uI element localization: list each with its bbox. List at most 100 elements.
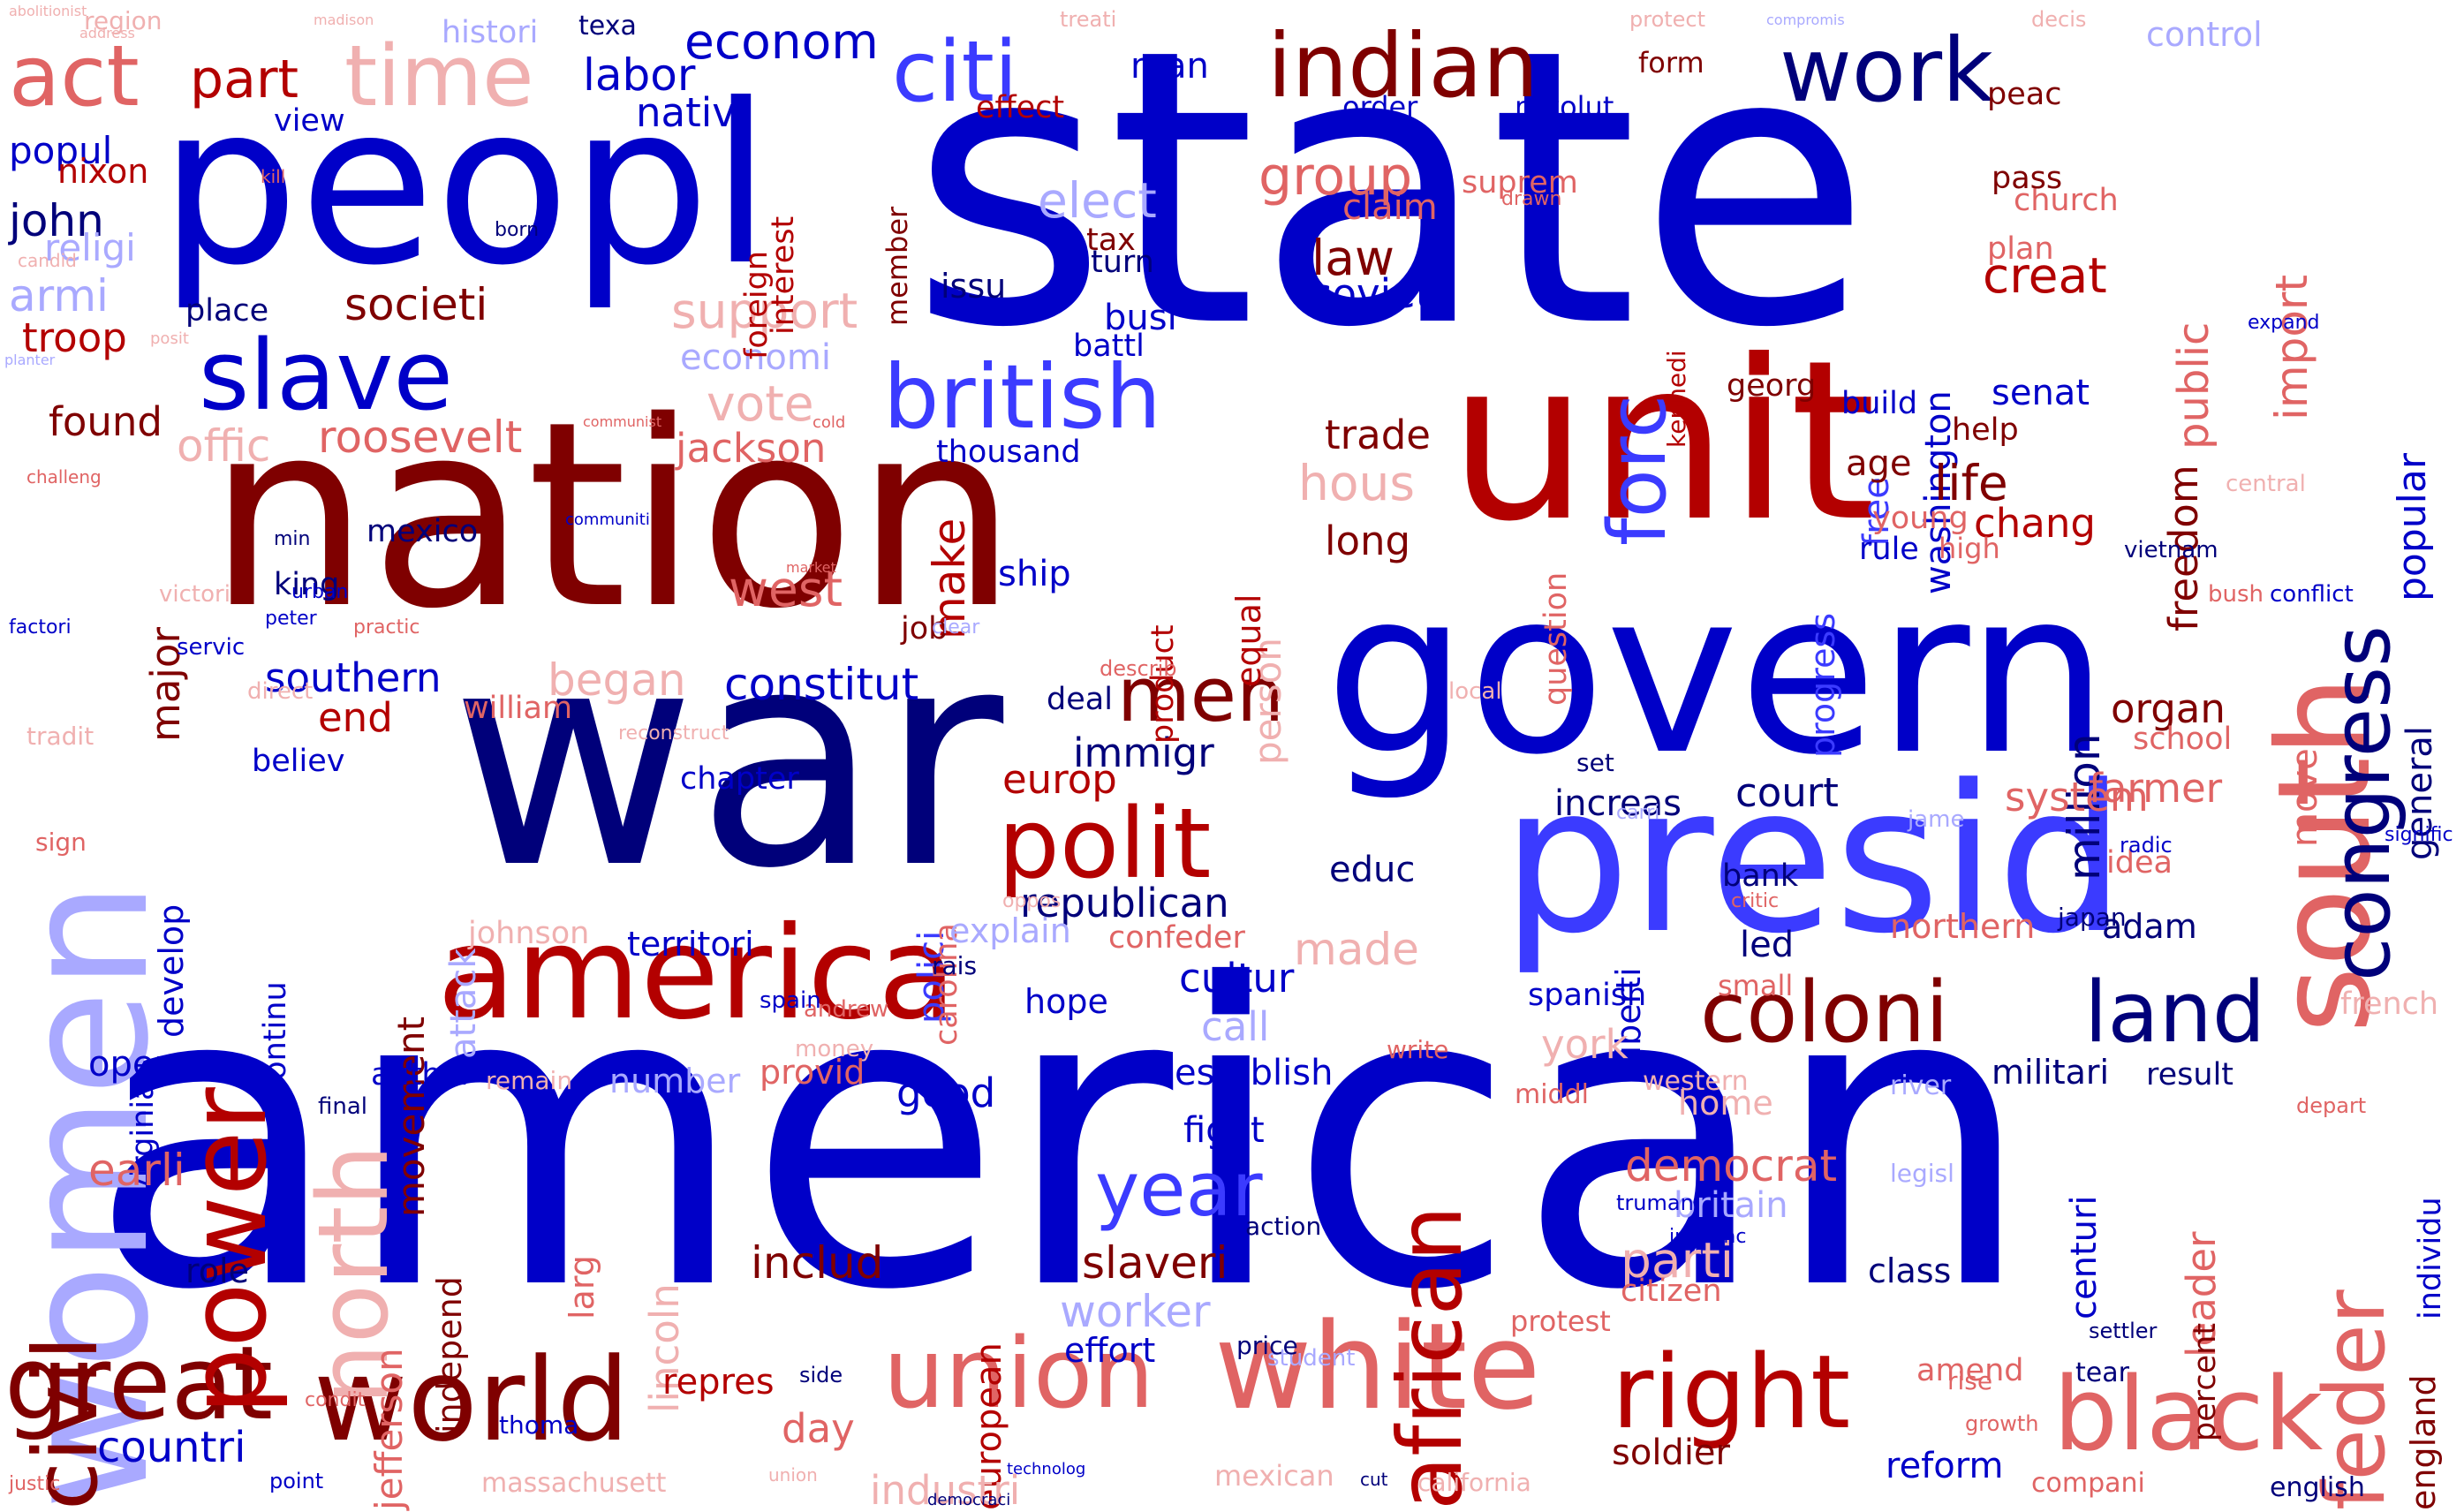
word-year: year	[1095, 1146, 1263, 1234]
filler-word: central	[2226, 471, 2306, 497]
filler-word: spain	[760, 987, 821, 1014]
word-includ: includ	[751, 1237, 884, 1289]
word-hope: hope	[1024, 982, 1108, 1021]
word-believ: believ	[252, 744, 345, 779]
filler-word: price	[1236, 1331, 1298, 1360]
word-religi: religi	[44, 226, 136, 269]
word-result: result	[2146, 1057, 2234, 1092]
word-jefferson: jefferson	[367, 1348, 411, 1510]
word-georg: georg	[1727, 368, 1817, 404]
filler-word: oppos	[1002, 890, 1062, 912]
filler-word: min	[274, 528, 311, 550]
word-court: court	[1735, 769, 1839, 816]
word-larg: larg	[563, 1255, 601, 1320]
word-import: import	[2266, 274, 2317, 420]
word-individu: individu	[2413, 1196, 2448, 1319]
filler-word: compromis	[1766, 11, 1845, 28]
word-jackson: jackson	[676, 425, 827, 472]
word-soviet: soviet	[1311, 270, 1432, 317]
filler-word: middl	[1515, 1079, 1589, 1110]
word-popular: popular	[2390, 453, 2435, 601]
word-provid: provid	[760, 1053, 865, 1092]
filler-word: technolog	[1007, 1460, 1086, 1478]
word-govern: govern	[1325, 542, 2109, 805]
word-issu: issu	[941, 267, 1007, 306]
word-america: america	[437, 899, 956, 1048]
word-age: age	[1846, 443, 1912, 484]
word-soldier: soldier	[1612, 1433, 1730, 1473]
filler-word: kill	[261, 166, 286, 187]
filler-word: describ	[1100, 656, 1177, 681]
word-industri: industri	[870, 1467, 1021, 1512]
word-labor: labor	[583, 49, 696, 101]
word-armi: armi	[9, 270, 109, 321]
filler-word: victori	[159, 581, 231, 608]
filler-word: depart	[2296, 1093, 2367, 1118]
word-war: war	[450, 585, 1004, 934]
word-view: view	[274, 103, 345, 139]
word-develop: develop	[152, 903, 191, 1038]
word-thousand: thousand	[936, 435, 1081, 470]
word-turn: turn	[1091, 245, 1154, 280]
word-coloni: coloni	[1700, 964, 1949, 1062]
word-question: question	[1538, 571, 1574, 706]
word-product: product	[1145, 624, 1181, 744]
filler-word: union	[768, 1464, 818, 1486]
word-slave: slave	[199, 319, 454, 432]
word-senat: senat	[1992, 373, 2090, 413]
word-attack: attack	[443, 948, 484, 1059]
filler-word: thoma	[499, 1410, 579, 1440]
filler-word: conflict	[2270, 581, 2354, 608]
word-system: system	[2005, 774, 2149, 820]
word-great: great	[4, 1325, 274, 1443]
word-chang: chang	[1974, 500, 2096, 547]
word-deal: deal	[1047, 682, 1113, 717]
word-movement: movement	[389, 1017, 433, 1218]
filler-word: settler	[2089, 1319, 2158, 1343]
filler-word: truman	[1616, 1191, 1694, 1215]
word-citizen: citizen	[1621, 1274, 1722, 1309]
filler-word: point	[269, 1469, 324, 1493]
word-move: move	[2285, 748, 2325, 848]
word-call: call	[1201, 1003, 1270, 1050]
filler-word: democraci	[927, 1491, 1011, 1509]
word-law: law	[1311, 230, 1395, 286]
word-vote: vote	[707, 375, 814, 432]
word-nixon: nixon	[57, 152, 149, 191]
word-life: life	[1934, 455, 2008, 511]
filler-word: set	[1576, 748, 1614, 777]
word-right: right	[1612, 1334, 1851, 1452]
word-england: england	[2404, 1374, 2443, 1510]
word-territori: territori	[627, 925, 754, 964]
word-pass: pass	[1992, 161, 2063, 196]
filler-word: growth	[1965, 1411, 2039, 1436]
word-kennedi: kennedi	[1662, 349, 1691, 448]
filler-word: clear	[932, 616, 980, 639]
word-british: british	[883, 345, 1161, 449]
filler-word: control	[2146, 15, 2263, 54]
filler-word: japan	[2058, 903, 2127, 932]
word-ship: ship	[998, 554, 1071, 594]
filler-word: final	[318, 1093, 368, 1120]
filler-word: peter	[265, 608, 317, 630]
filler-word: rais	[932, 951, 978, 980]
word-member: member	[881, 206, 914, 327]
word-democrat: democrat	[1625, 1140, 1838, 1191]
word-worker: worker	[1060, 1286, 1211, 1337]
filler-word: factori	[9, 616, 72, 639]
word-continu: continu	[258, 981, 293, 1097]
word-rule: rule	[1859, 532, 1919, 567]
word-independ: independ	[430, 1276, 469, 1434]
word-effort: effort	[1064, 1331, 1156, 1370]
filler-word: practic	[353, 616, 420, 639]
filler-word: madison	[314, 11, 374, 28]
word-idea: idea	[2106, 845, 2173, 881]
filler-word: jame	[1908, 806, 1965, 833]
word-foreign: foreign	[739, 250, 775, 359]
filler-word: abolitionist	[9, 3, 87, 19]
word-econom: econom	[684, 13, 879, 70]
filler-word: drawn	[1501, 188, 1562, 210]
filler-word: decis	[2031, 7, 2087, 32]
word-role: role	[185, 1251, 249, 1290]
word-john: john	[9, 195, 104, 246]
